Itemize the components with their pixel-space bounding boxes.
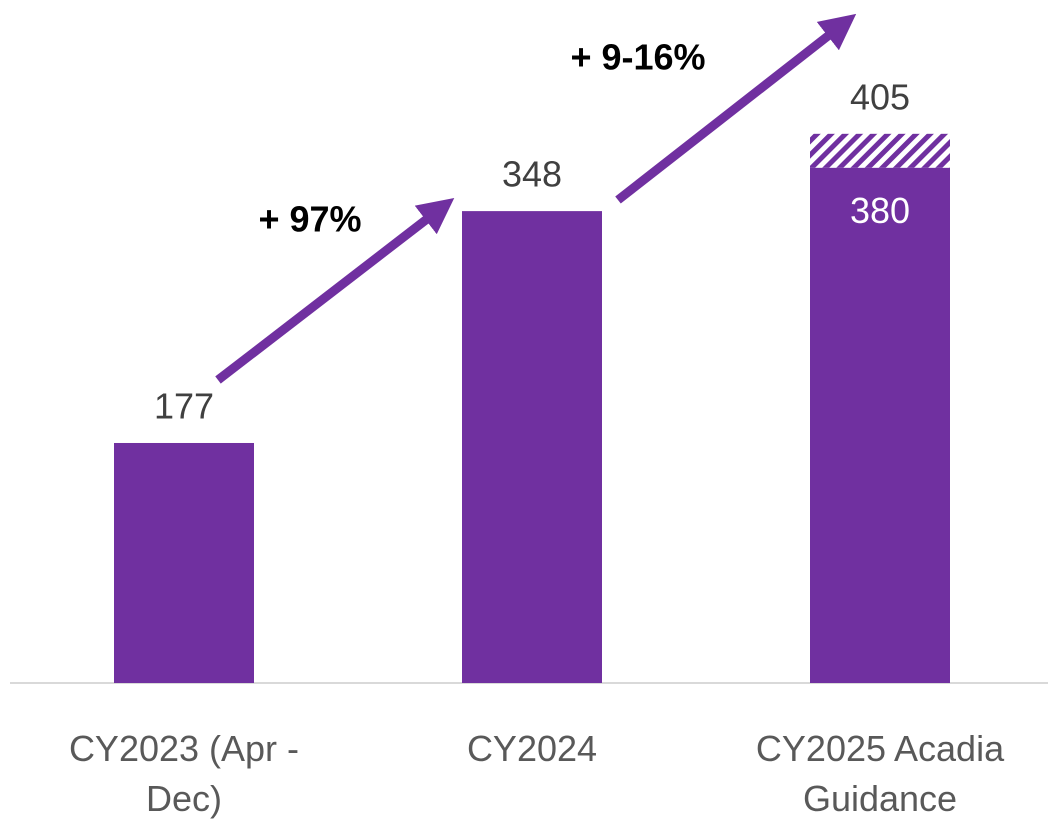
- value-label: 177: [154, 386, 214, 427]
- annotation: + 97%: [258, 199, 361, 240]
- growth-arrow: [615, 13, 857, 204]
- growth-arrow: [215, 198, 455, 384]
- bar: [114, 442, 254, 683]
- value-label: 380: [850, 190, 910, 231]
- value-label: 405: [850, 76, 910, 117]
- bar: [810, 167, 950, 684]
- value-label: 348: [502, 154, 562, 195]
- x-tick-label: CY2023 (Apr - Dec): [68, 728, 300, 819]
- bar: [462, 211, 602, 683]
- x-tick-label: CY2025 Acadia Guidance: [755, 728, 1005, 819]
- bar-range: [810, 133, 950, 168]
- annotation: + 9-16%: [570, 37, 705, 78]
- x-tick-label: CY2024: [466, 728, 598, 769]
